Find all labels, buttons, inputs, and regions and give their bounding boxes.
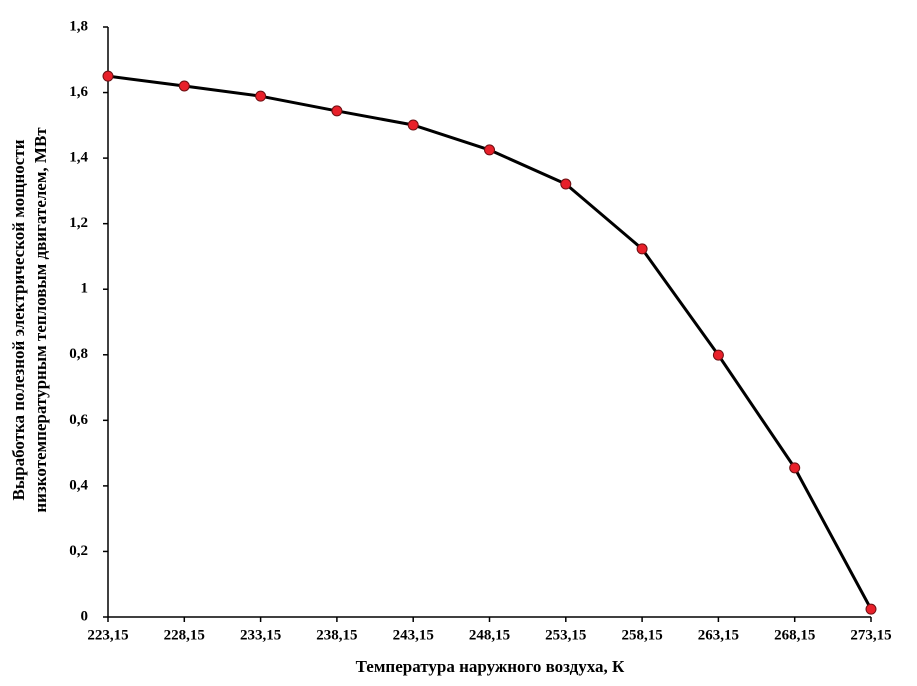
x-tick-label: 253,15 <box>545 627 586 643</box>
marker <box>407 119 419 131</box>
x-tick-label: 233,15 <box>240 627 281 643</box>
marker <box>712 349 724 361</box>
y-tick-label: 1,4 <box>69 150 88 166</box>
marker <box>560 178 572 190</box>
x-tick-label: 268,15 <box>774 627 815 643</box>
marker <box>636 243 648 255</box>
x-axis-title: Температура наружного воздуха, К <box>356 657 625 676</box>
y-tick-label: 0,6 <box>69 412 88 428</box>
marker <box>255 90 267 102</box>
marker <box>102 70 114 82</box>
x-tick-label: 243,15 <box>393 627 434 643</box>
x-tick-label: 223,15 <box>87 627 128 643</box>
y-tick-label: 0 <box>81 608 89 624</box>
y-tick-label: 0,2 <box>69 543 88 559</box>
x-tick-label: 258,15 <box>621 627 662 643</box>
y-tick-label: 1,8 <box>69 18 88 34</box>
marker <box>484 144 495 156</box>
y-axis-title: низкотемпературным тепловым двигателем, … <box>31 127 50 513</box>
x-tick-label: 263,15 <box>698 627 739 643</box>
x-tick-label: 238,15 <box>316 627 357 643</box>
y-tick-label: 0,8 <box>69 346 88 362</box>
marker <box>789 462 801 474</box>
line <box>107 74 873 610</box>
marker <box>178 80 190 92</box>
x-tick-label: 273,15 <box>850 627 891 643</box>
y-tick-label: 1,2 <box>69 215 88 231</box>
y-tick-label: 0,4 <box>69 477 88 493</box>
y-tick-label: 1,6 <box>69 84 88 100</box>
marker <box>865 603 877 615</box>
marker <box>331 105 343 117</box>
x-tick-label: 248,15 <box>469 627 510 643</box>
y-axis-title: Выработка полезной электрической мощност… <box>9 139 28 500</box>
x-tick-label: 228,15 <box>164 627 205 643</box>
y-tick-label: 1 <box>81 281 89 297</box>
